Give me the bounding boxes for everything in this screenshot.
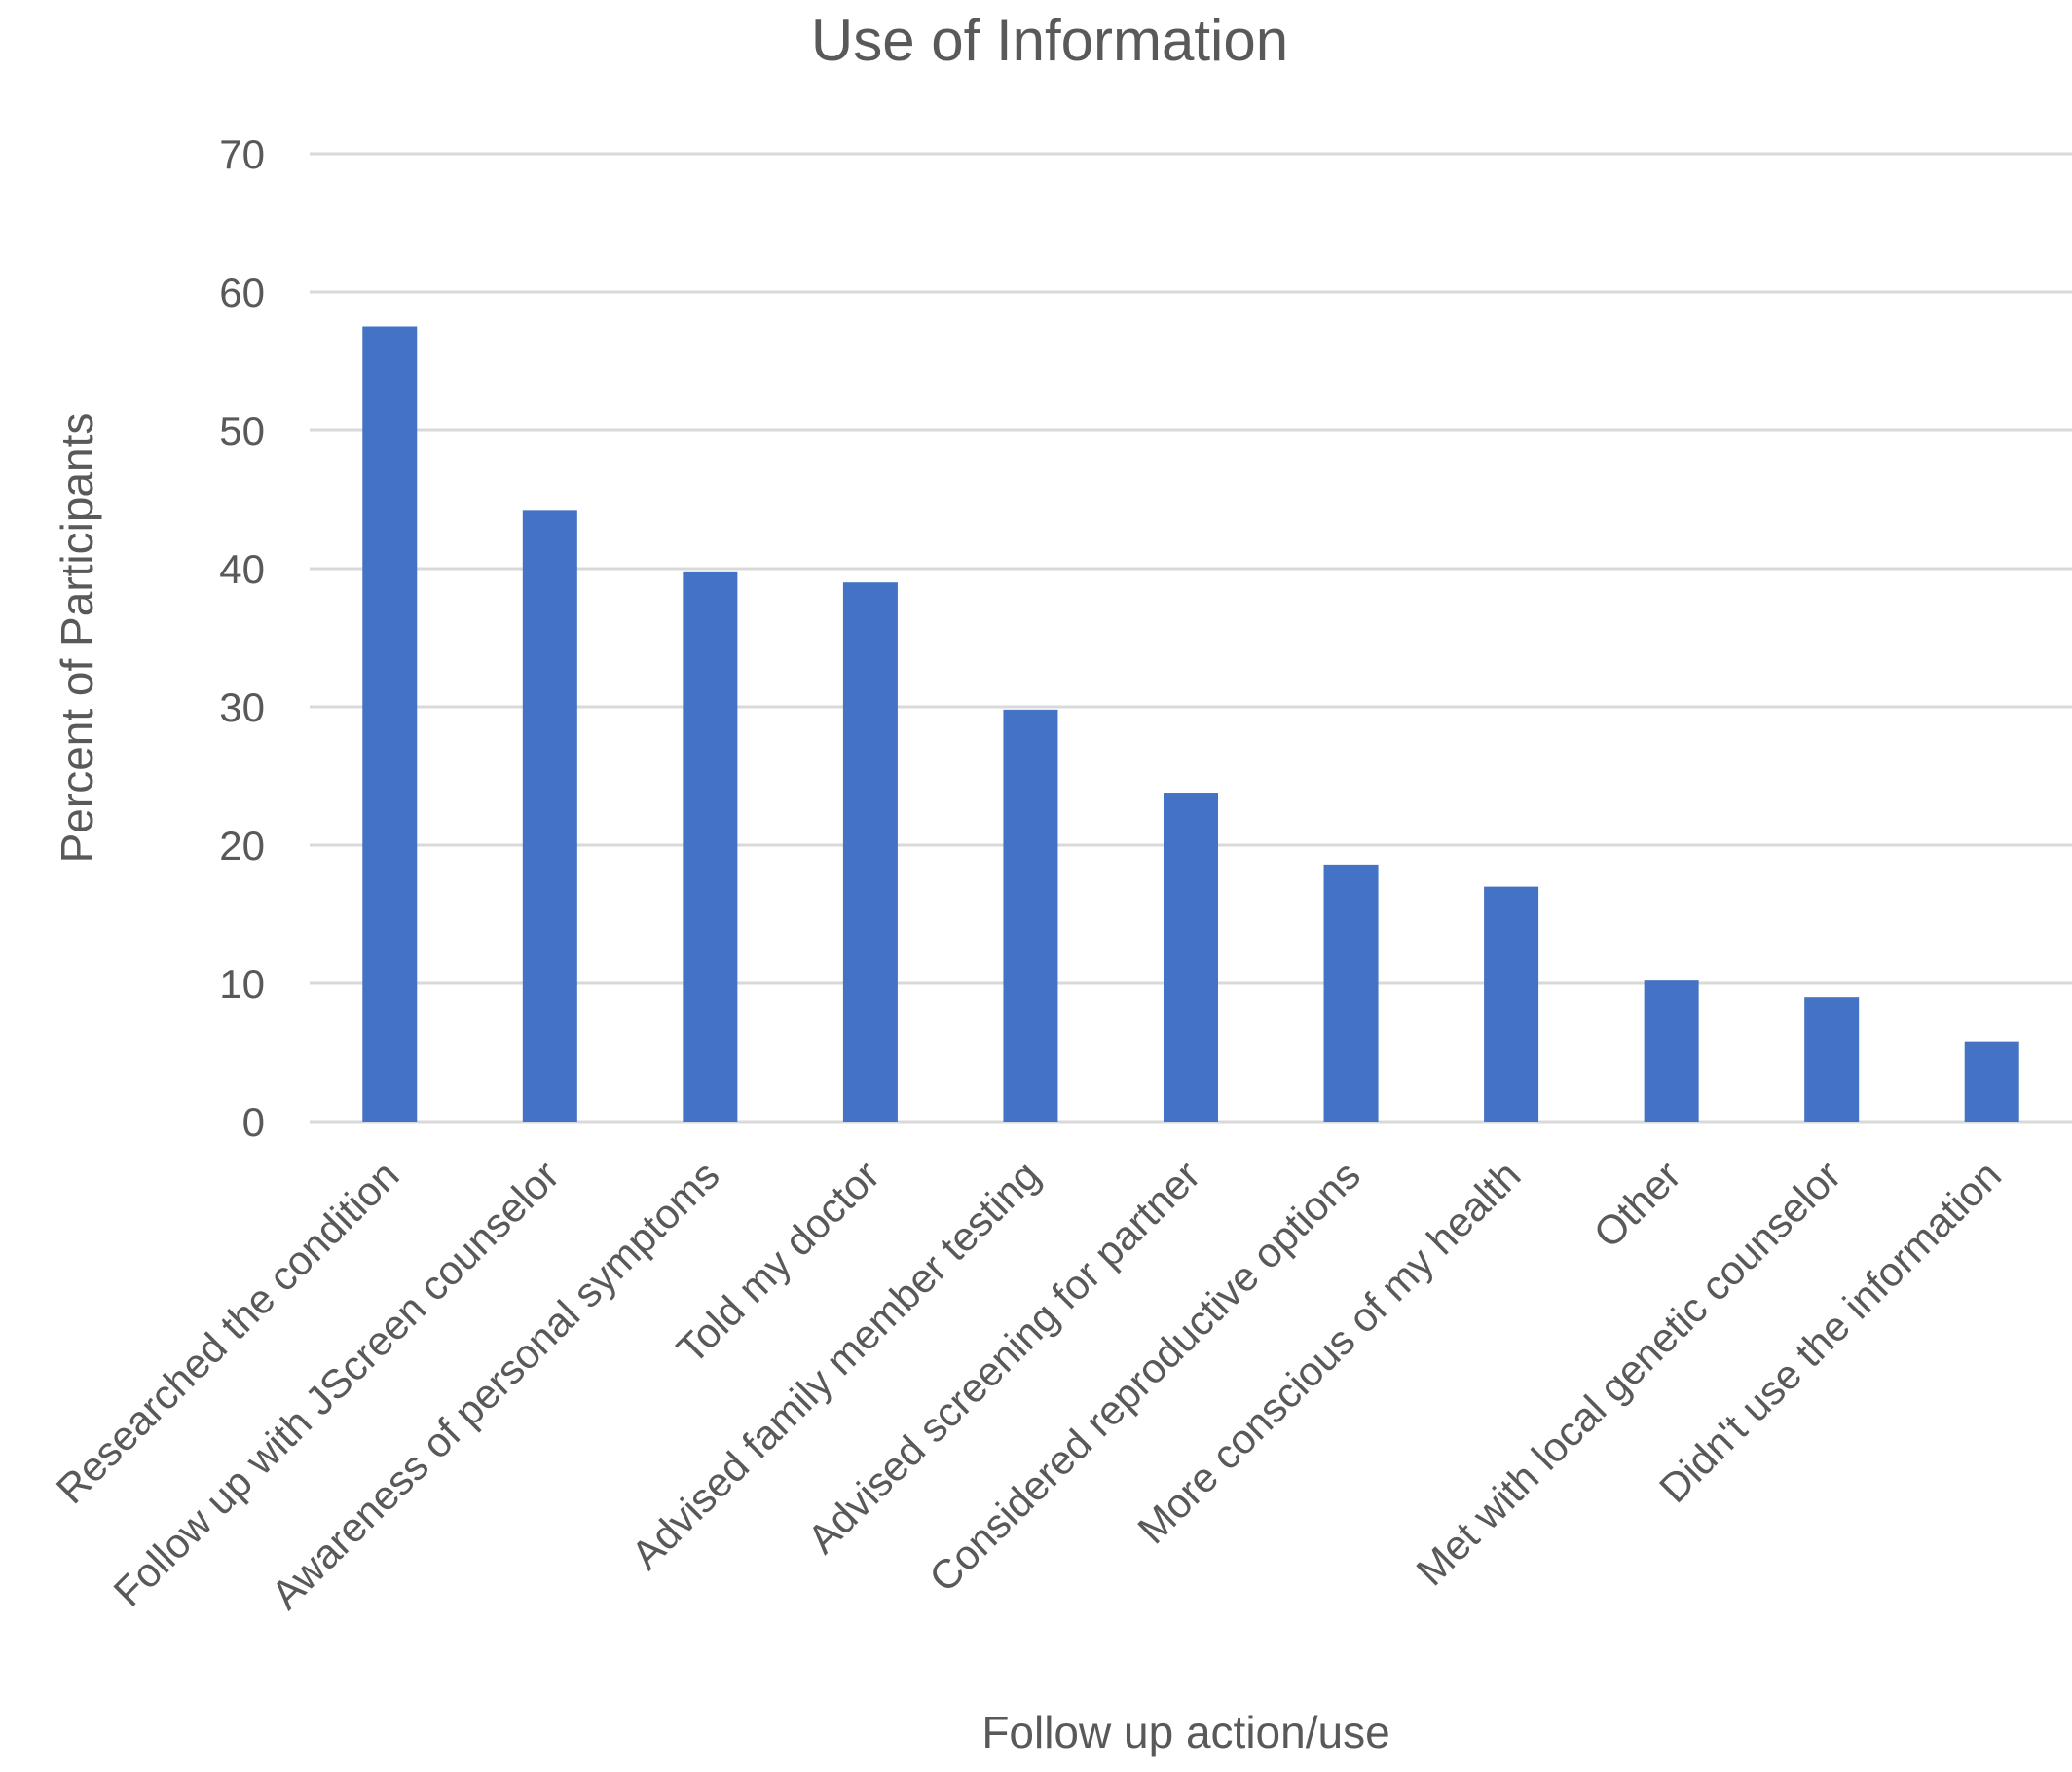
- x-category-label: Other: [1584, 1152, 1689, 1257]
- bar: [1164, 793, 1218, 1122]
- y-tick-label: 20: [219, 823, 265, 868]
- bar: [1323, 864, 1379, 1122]
- y-tick-label: 40: [219, 546, 265, 592]
- y-axis-title: Percent of Participants: [52, 413, 102, 864]
- y-tick-label: 50: [219, 408, 265, 454]
- x-category-label: Researched the condition: [48, 1152, 408, 1512]
- bar: [842, 582, 898, 1122]
- bars: [362, 326, 2019, 1122]
- bar: [1644, 980, 1699, 1122]
- bar: [362, 326, 418, 1122]
- y-tick-label: 70: [219, 131, 265, 177]
- x-category-label: Didn't use the information: [1650, 1152, 2010, 1511]
- chart-title: Use of Information: [811, 8, 1288, 73]
- bar: [1804, 997, 1860, 1122]
- bar: [683, 571, 738, 1122]
- y-tick-label: 0: [242, 1099, 265, 1145]
- y-tick-label: 30: [219, 684, 265, 730]
- bar: [1964, 1041, 2019, 1122]
- bar: [1484, 886, 1539, 1122]
- y-axis-ticks: 0 10 20 30 40 50 60 70: [219, 131, 265, 1145]
- bar: [1003, 709, 1058, 1122]
- bar: [522, 510, 577, 1122]
- x-axis-title: Follow up action/use: [981, 1707, 1389, 1757]
- y-tick-label: 10: [219, 961, 265, 1007]
- y-tick-label: 60: [219, 270, 265, 315]
